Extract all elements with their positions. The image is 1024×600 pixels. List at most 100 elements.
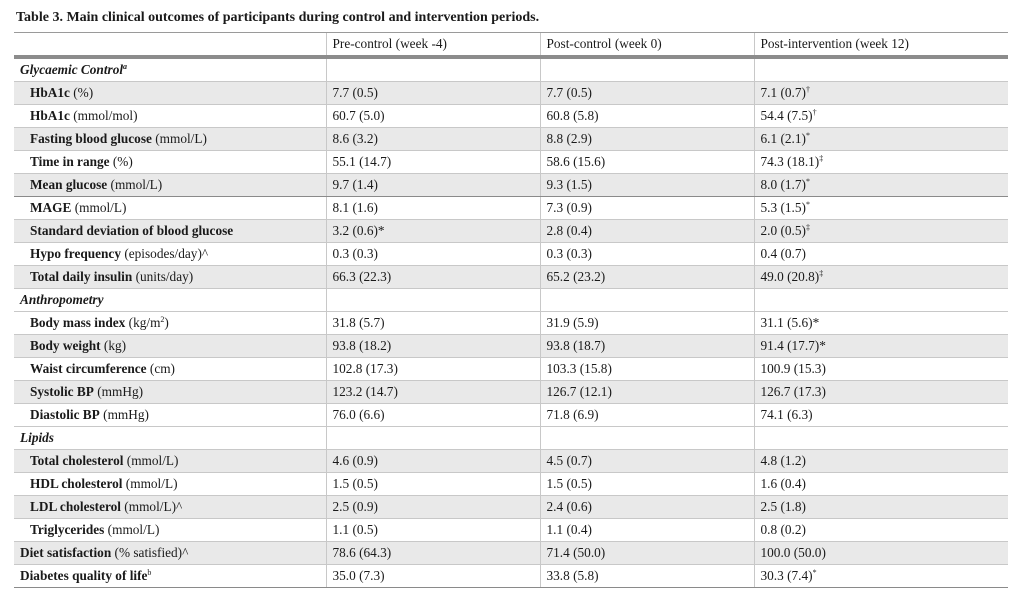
cell-value: 71.8 (6.9) xyxy=(546,407,599,422)
row-label: Standard deviation of blood glucose xyxy=(14,219,326,243)
label-superscript: b xyxy=(147,568,152,577)
footnote-marker: a xyxy=(123,62,128,71)
cell-value: 35.0 (7.3) xyxy=(332,568,385,583)
value-cell-c2: 8.8 (2.9) xyxy=(539,127,754,151)
table-row: Fasting blood glucose (mmol/L) 8.6 (3.2) 8… xyxy=(14,127,1008,151)
cell-value: 1.5 (0.5) xyxy=(546,476,592,491)
cell-value: 71.4 (50.0) xyxy=(546,545,606,560)
row-label: MAGE (mmol/L) xyxy=(14,196,326,220)
cell-value: 1.6 (0.4) xyxy=(760,476,806,491)
value-cell-c1: 66.3 (22.3) xyxy=(325,265,540,289)
table-row: HbA1c (%) 7.7 (0.5) 7.7 (0.5) 7.1 (0.7)† xyxy=(14,81,1008,105)
row-label-unit: (mmHg) xyxy=(99,407,149,422)
row-label-unit: (mmol/L) xyxy=(107,177,163,192)
value-cell-c3: 6.1 (2.1)* xyxy=(753,127,1008,151)
cell-value: 30.3 (7.4) xyxy=(760,568,813,583)
row-label-measure: Time in range xyxy=(30,154,110,169)
row-label-measure: Total daily insulin xyxy=(30,269,133,284)
value-cell-c3: 30.3 (7.4)* xyxy=(753,564,1008,588)
value-cell-c1: 4.6 (0.9) xyxy=(325,449,540,473)
table-row: HDL cholesterol (mmol/L) 1.5 (0.5) 1.5 (0.… xyxy=(14,472,1008,496)
cell-value: 7.7 (0.5) xyxy=(546,85,592,100)
section-label-text: Lipids xyxy=(20,430,54,445)
significance-marker: † xyxy=(805,85,810,94)
section-label: Glycaemic Controla xyxy=(14,57,326,82)
row-label-unit: (mmol/L)^ xyxy=(120,499,183,514)
cell-value: 58.6 (15.6) xyxy=(546,154,606,169)
row-label-unit: (cm) xyxy=(146,361,175,376)
cell-value: 31.9 (5.9) xyxy=(546,315,599,330)
value-cell-c2: 126.7 (12.1) xyxy=(539,380,754,404)
cell-value: 60.8 (5.8) xyxy=(546,108,599,123)
cell-value: 2.5 (1.8) xyxy=(760,499,806,514)
value-cell-c3: 100.9 (15.3) xyxy=(753,357,1008,381)
header-cell-label xyxy=(14,32,326,59)
cell-value: 1.1 (0.5) xyxy=(332,522,378,537)
value-cell-c1: 55.1 (14.7) xyxy=(325,150,540,174)
table-body: Glycaemic Controla HbA1c (%) 7.7 (0.5) 7.7 … xyxy=(14,57,1008,588)
cell-value: 7.1 (0.7) xyxy=(760,85,806,100)
section-label: Lipids xyxy=(14,426,326,450)
row-label: Diabetes quality of lifeb xyxy=(14,564,326,588)
row-label: Mean glucose (mmol/L) xyxy=(14,173,326,197)
value-cell-c1: 2.5 (0.9) xyxy=(325,495,540,519)
cell-value: 74.1 (6.3) xyxy=(760,407,813,422)
table-row: Body mass index (kg/m2) 31.8 (5.7) 31.9 (5… xyxy=(14,311,1008,335)
cell-value: 3.2 (0.6)* xyxy=(332,223,385,238)
cell-value: 31.8 (5.7) xyxy=(332,315,385,330)
section-label-text: Anthropometry xyxy=(20,292,104,307)
value-cell-c2: 71.8 (6.9) xyxy=(539,403,754,427)
value-cell-c3: 100.0 (50.0) xyxy=(753,541,1008,565)
row-label-measure: Fasting blood glucose xyxy=(30,131,152,146)
section-row: Anthropometry xyxy=(14,288,1008,312)
value-cell-c1: 123.2 (14.7) xyxy=(325,380,540,404)
row-label-unit: (mmol/mol) xyxy=(69,108,138,123)
value-cell-c1: 93.8 (18.2) xyxy=(325,334,540,358)
cell-value: 9.7 (1.4) xyxy=(332,177,378,192)
row-label: Diet satisfaction (% satisfied)^ xyxy=(14,541,326,565)
row-label-unit: (mmol/L) xyxy=(104,522,160,537)
cell-value: 9.3 (1.5) xyxy=(546,177,592,192)
value-cell-c2: 60.8 (5.8) xyxy=(539,104,754,128)
row-label-measure: Body weight xyxy=(30,338,101,353)
section-row: Lipids xyxy=(14,426,1008,450)
cell-value: 103.3 (15.8) xyxy=(546,361,612,376)
cell-value: 76.0 (6.6) xyxy=(332,407,385,422)
table-row: Hypo frequency (episodes/day)^ 0.3 (0.3) 0… xyxy=(14,242,1008,266)
value-cell-c3: 0.4 (0.7) xyxy=(753,242,1008,266)
value-cell-c3: 5.3 (1.5)* xyxy=(753,196,1008,220)
header-cell-pre-control: Pre-control (week -4) xyxy=(325,32,540,59)
row-label: Fasting blood glucose (mmol/L) xyxy=(14,127,326,151)
cell-value: 100.9 (15.3) xyxy=(760,361,826,376)
cell-value: 31.1 (5.6)* xyxy=(760,315,820,330)
cell-value: 1.1 (0.4) xyxy=(546,522,592,537)
empty-cell xyxy=(539,288,754,312)
value-cell-c2: 2.8 (0.4) xyxy=(539,219,754,243)
value-cell-c1: 1.5 (0.5) xyxy=(325,472,540,496)
value-cell-c3: 1.6 (0.4) xyxy=(753,472,1008,496)
value-cell-c2: 33.8 (5.8) xyxy=(539,564,754,588)
empty-cell xyxy=(539,426,754,450)
value-cell-c3: 2.5 (1.8) xyxy=(753,495,1008,519)
value-cell-c2: 71.4 (50.0) xyxy=(539,541,754,565)
table-row: Time in range (%) 55.1 (14.7) 58.6 (15.6) 7… xyxy=(14,150,1008,174)
cell-value: 7.7 (0.5) xyxy=(332,85,378,100)
value-cell-c2: 93.8 (18.7) xyxy=(539,334,754,358)
cell-value: 66.3 (22.3) xyxy=(332,269,392,284)
cell-value: 74.3 (18.1) xyxy=(760,154,820,169)
cell-value: 2.8 (0.4) xyxy=(546,223,592,238)
cell-value: 8.8 (2.9) xyxy=(546,131,592,146)
clinical-outcomes-table: Pre-control (week -4) Post-control (week… xyxy=(14,32,1008,588)
value-cell-c1: 31.8 (5.7) xyxy=(325,311,540,335)
row-label-measure: Triglycerides xyxy=(30,522,105,537)
cell-value: 55.1 (14.7) xyxy=(332,154,392,169)
value-cell-c2: 4.5 (0.7) xyxy=(539,449,754,473)
table-row: Waist circumference (cm) 102.8 (17.3) 103.… xyxy=(14,357,1008,381)
cell-value: 6.1 (2.1) xyxy=(760,131,806,146)
row-label: Body mass index (kg/m2) xyxy=(14,311,326,335)
row-label-unit: (%) xyxy=(69,85,94,100)
value-cell-c2: 1.5 (0.5) xyxy=(539,472,754,496)
row-label-measure: Diabetes quality of life xyxy=(20,568,148,583)
cell-value: 33.8 (5.8) xyxy=(546,568,599,583)
